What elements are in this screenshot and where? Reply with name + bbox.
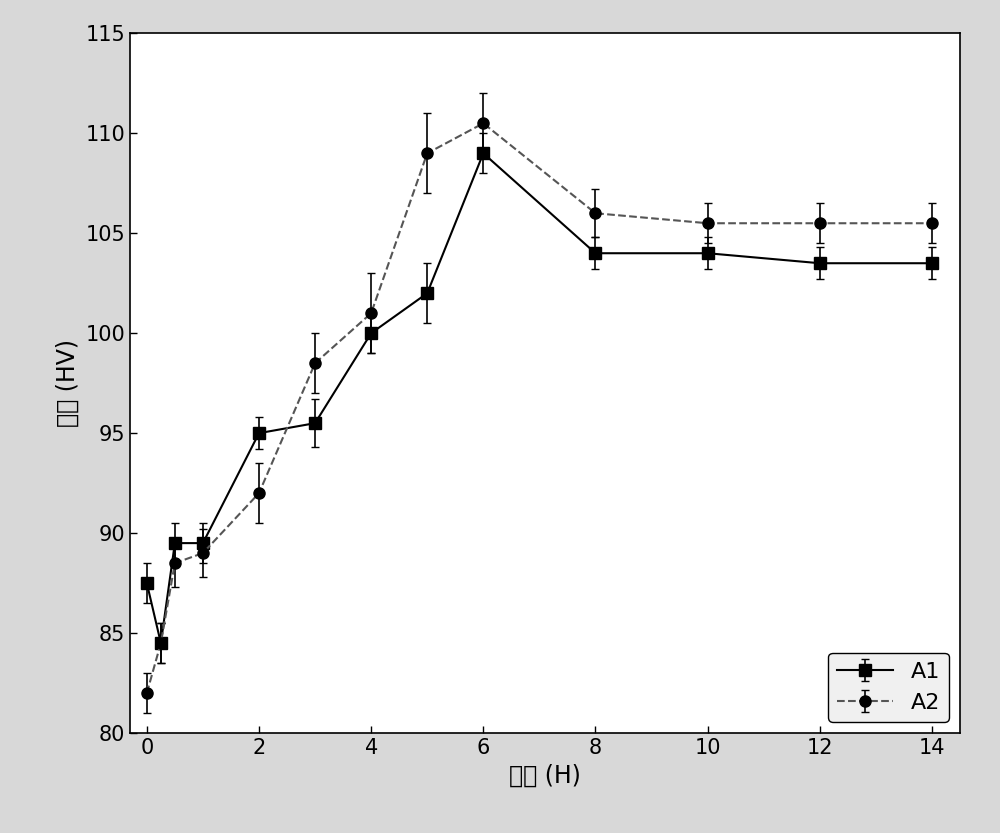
X-axis label: 时间 (H): 时间 (H): [509, 764, 581, 787]
Legend: A1, A2: A1, A2: [828, 653, 949, 722]
Y-axis label: 硬度 (HV): 硬度 (HV): [56, 339, 80, 427]
